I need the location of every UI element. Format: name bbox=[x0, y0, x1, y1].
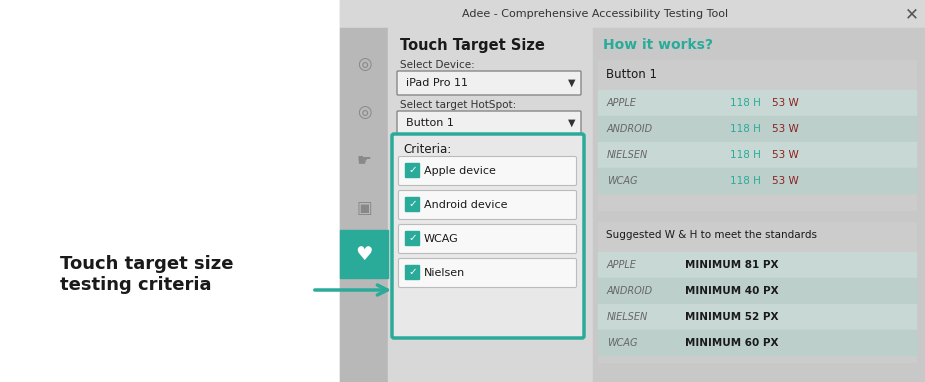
Text: ✓: ✓ bbox=[408, 199, 417, 209]
Text: Suggested W & H to meet the standards: Suggested W & H to meet the standards bbox=[606, 230, 817, 240]
Text: Select Device:: Select Device: bbox=[400, 60, 475, 70]
Text: MINIMUM 40 PX: MINIMUM 40 PX bbox=[685, 286, 779, 296]
Text: Apple device: Apple device bbox=[424, 166, 496, 176]
FancyBboxPatch shape bbox=[397, 71, 581, 95]
Text: Touch target size
testing criteria: Touch target size testing criteria bbox=[60, 255, 233, 294]
Bar bbox=[598, 304, 916, 329]
Bar bbox=[598, 168, 916, 193]
Text: WCAG: WCAG bbox=[607, 338, 637, 348]
Bar bbox=[388, 28, 593, 382]
Text: MINIMUM 52 PX: MINIMUM 52 PX bbox=[685, 312, 779, 322]
Bar bbox=[598, 90, 916, 115]
Bar bbox=[593, 28, 925, 382]
FancyBboxPatch shape bbox=[399, 225, 576, 254]
Text: How it works?: How it works? bbox=[603, 38, 713, 52]
FancyBboxPatch shape bbox=[405, 265, 420, 280]
Text: Select target HotSpot:: Select target HotSpot: bbox=[400, 100, 516, 110]
Text: 118 H: 118 H bbox=[730, 176, 761, 186]
Text: iPad Pro 11: iPad Pro 11 bbox=[406, 78, 468, 88]
Bar bbox=[340, 230, 388, 278]
Bar bbox=[598, 252, 916, 277]
Bar bbox=[598, 60, 916, 210]
Text: APPLE: APPLE bbox=[607, 98, 637, 108]
Text: ▼: ▼ bbox=[568, 78, 575, 88]
Text: 118 H: 118 H bbox=[730, 98, 761, 108]
Text: APPLE: APPLE bbox=[607, 260, 637, 270]
Text: 53 W: 53 W bbox=[772, 176, 799, 186]
Bar bbox=[598, 222, 916, 362]
Bar bbox=[598, 142, 916, 167]
Text: NIELSEN: NIELSEN bbox=[607, 312, 648, 322]
Text: ☛: ☛ bbox=[356, 151, 372, 169]
Text: ✓: ✓ bbox=[408, 165, 417, 175]
FancyBboxPatch shape bbox=[405, 197, 420, 212]
Text: Button 1: Button 1 bbox=[606, 68, 657, 81]
Text: WCAG: WCAG bbox=[424, 234, 459, 244]
Text: ANDROID: ANDROID bbox=[607, 124, 653, 134]
Text: Nielsen: Nielsen bbox=[424, 268, 465, 278]
Text: ▣: ▣ bbox=[356, 199, 372, 217]
Text: Android device: Android device bbox=[424, 200, 508, 210]
Text: ◎: ◎ bbox=[357, 55, 371, 73]
Text: 118 H: 118 H bbox=[730, 124, 761, 134]
FancyBboxPatch shape bbox=[392, 134, 584, 338]
Text: Adee - Comprehensive Accessibility Testing Tool: Adee - Comprehensive Accessibility Testi… bbox=[462, 9, 728, 19]
Bar bbox=[598, 116, 916, 141]
Text: Criteria:: Criteria: bbox=[403, 143, 451, 156]
Text: WCAG: WCAG bbox=[607, 176, 637, 186]
Text: MINIMUM 60 PX: MINIMUM 60 PX bbox=[685, 338, 779, 348]
Text: ANDROID: ANDROID bbox=[607, 286, 653, 296]
Bar bbox=[598, 278, 916, 303]
Text: 118 H: 118 H bbox=[730, 150, 761, 160]
Bar bbox=[340, 28, 388, 382]
Bar bbox=[340, 0, 925, 28]
Text: MINIMUM 81 PX: MINIMUM 81 PX bbox=[685, 260, 779, 270]
Text: NIELSEN: NIELSEN bbox=[607, 150, 648, 160]
Text: ✓: ✓ bbox=[408, 267, 417, 277]
FancyBboxPatch shape bbox=[399, 157, 576, 186]
Text: 53 W: 53 W bbox=[772, 150, 799, 160]
FancyBboxPatch shape bbox=[405, 231, 420, 246]
FancyBboxPatch shape bbox=[399, 259, 576, 288]
Text: Touch Target Size: Touch Target Size bbox=[400, 38, 545, 53]
FancyBboxPatch shape bbox=[399, 191, 576, 220]
Text: ✓: ✓ bbox=[408, 233, 417, 243]
Text: 53 W: 53 W bbox=[772, 124, 799, 134]
FancyBboxPatch shape bbox=[397, 111, 581, 135]
Text: 53 W: 53 W bbox=[772, 98, 799, 108]
Bar bbox=[340, 0, 925, 382]
Text: ▼: ▼ bbox=[568, 118, 575, 128]
Bar bbox=[598, 330, 916, 355]
Text: ♥: ♥ bbox=[355, 244, 373, 264]
Text: Button 1: Button 1 bbox=[406, 118, 454, 128]
Text: ◎: ◎ bbox=[357, 103, 371, 121]
FancyBboxPatch shape bbox=[405, 163, 420, 178]
Text: ✕: ✕ bbox=[905, 5, 919, 23]
